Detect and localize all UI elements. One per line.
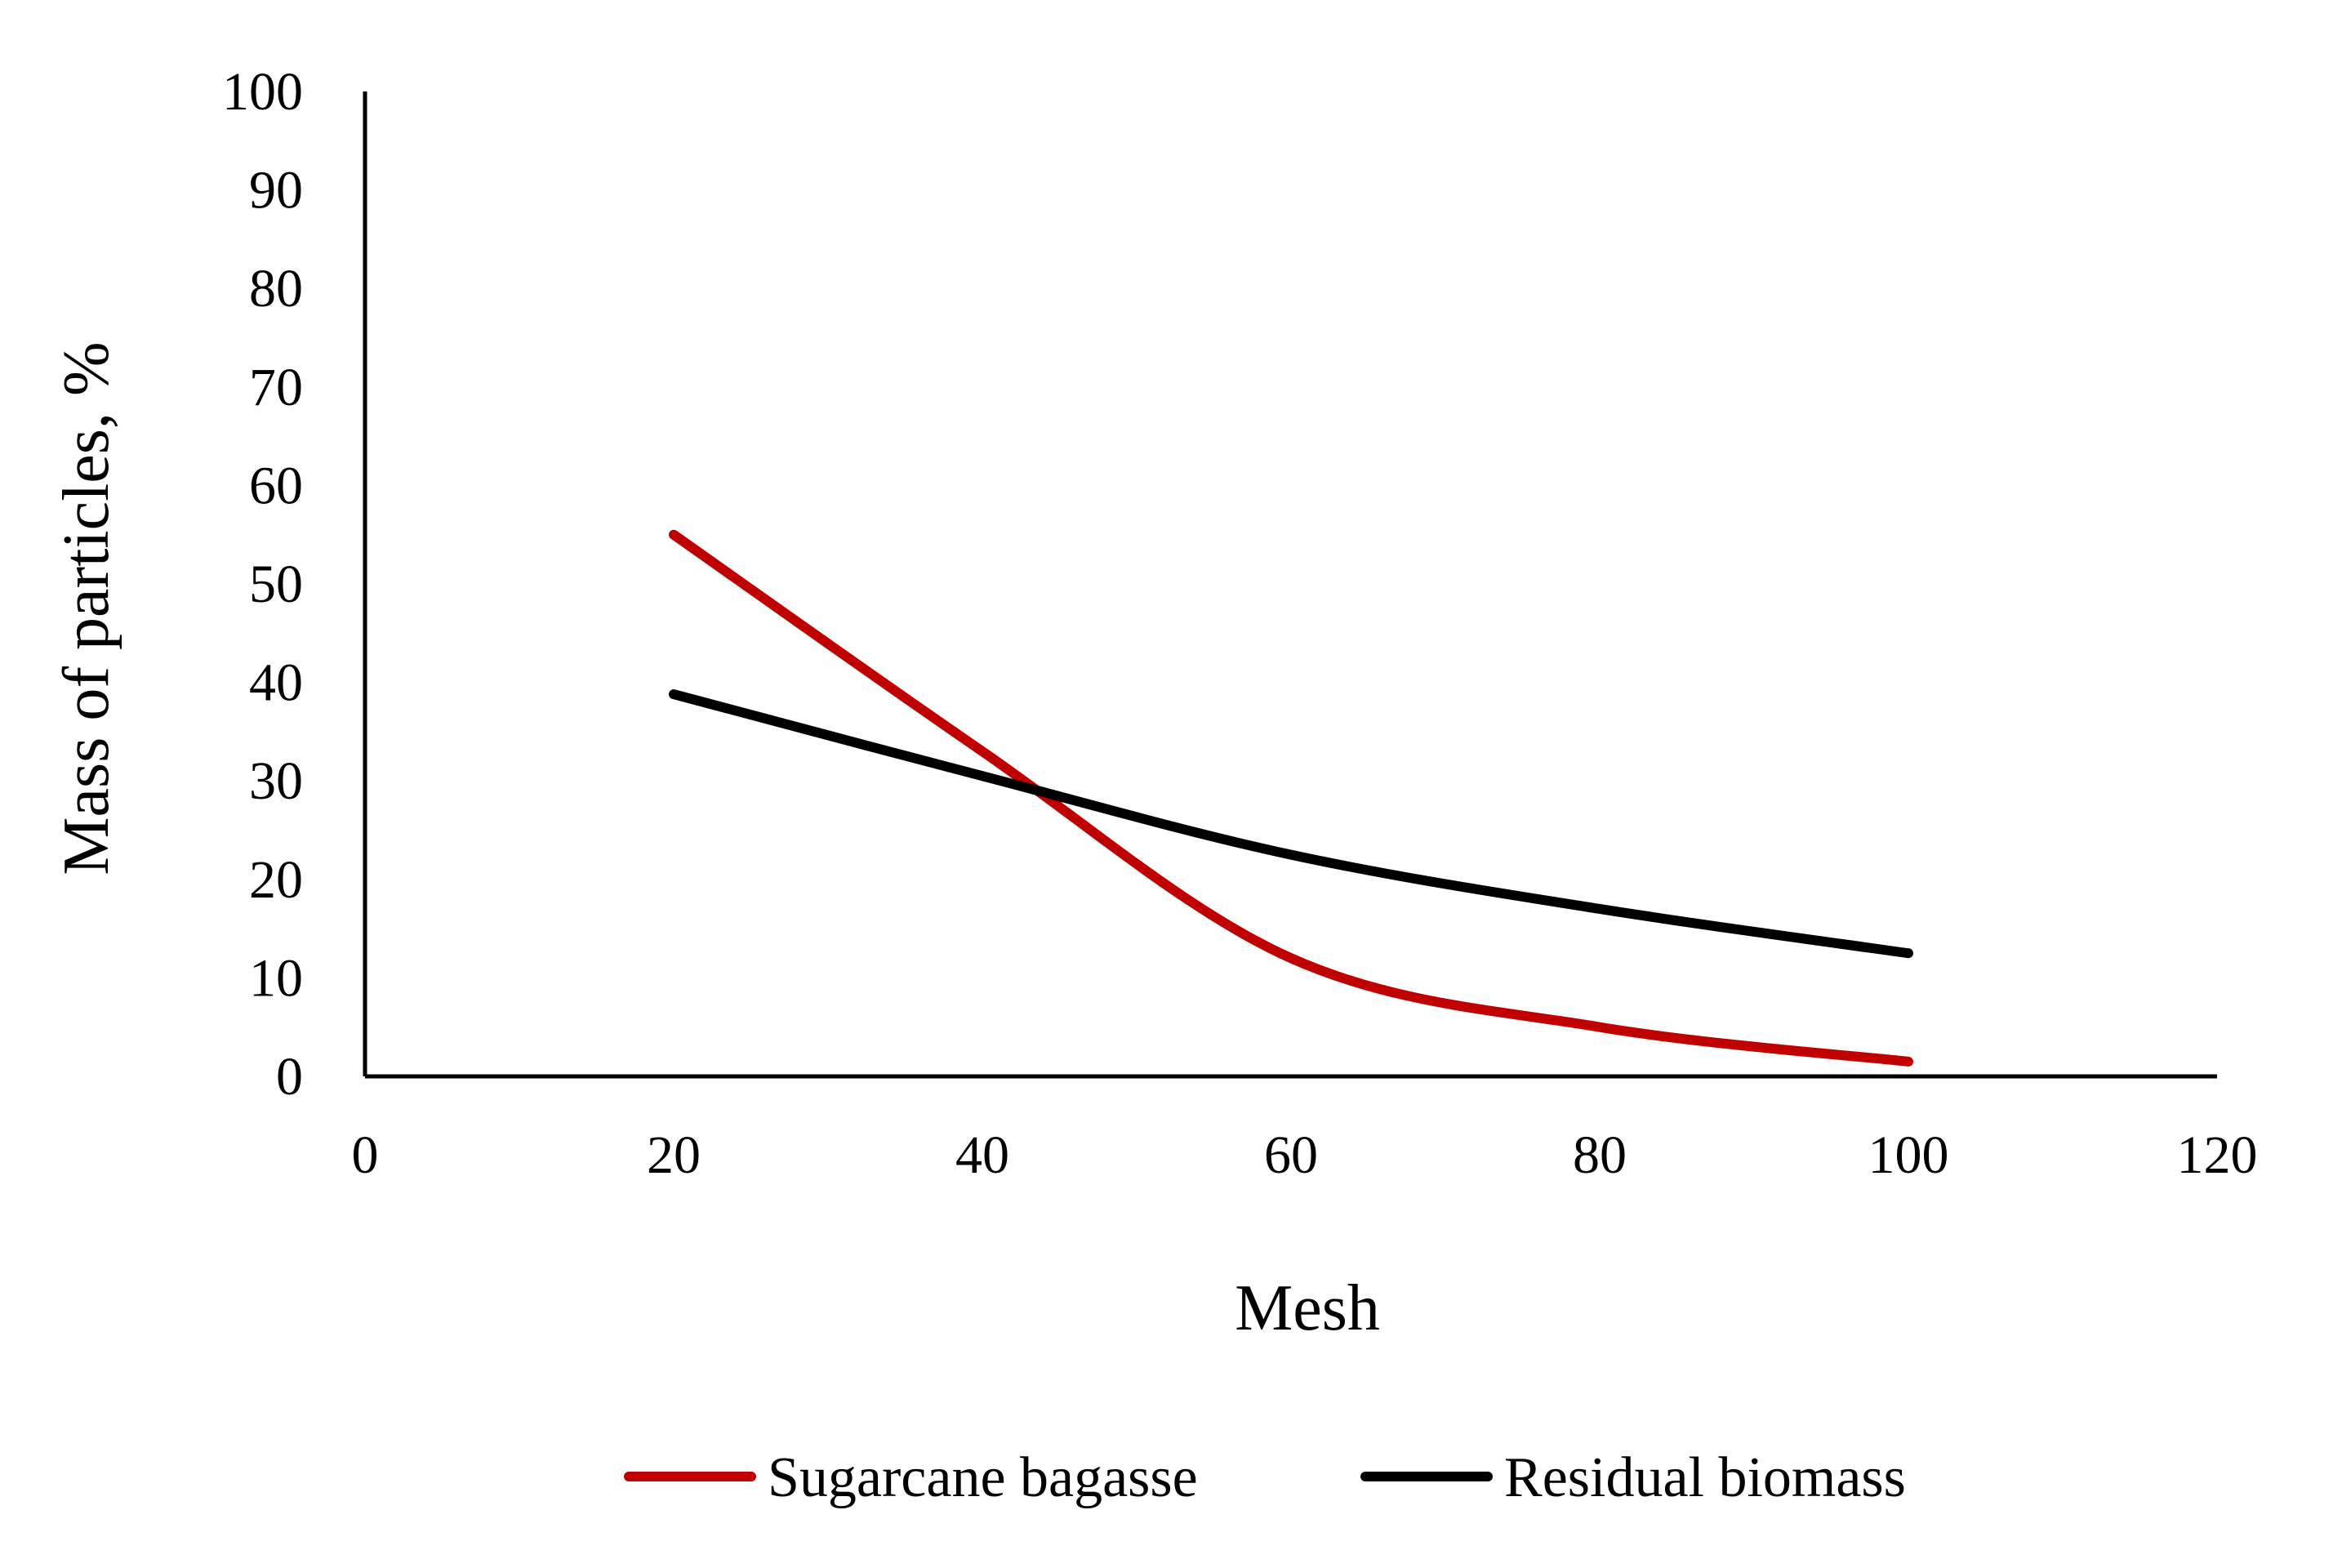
y-tick-labels: 0 10 20 30 40 50 60 70 80 90 100: [222, 62, 303, 1107]
series-lines: [669, 529, 1913, 1067]
series-line-residual-biomass: [669, 689, 1913, 959]
y-axis-title: Mass of particles, %: [51, 341, 122, 875]
y-tick-label: 30: [249, 751, 303, 811]
y-tick-label: 10: [249, 948, 303, 1008]
y-tick-label: 40: [249, 653, 303, 713]
x-tick-label: 40: [955, 1125, 1009, 1185]
y-tick-label: 50: [249, 555, 303, 614]
y-tick-label: 90: [249, 161, 303, 220]
legend: Sugarcane bagasse Residual biomass: [624, 1446, 1906, 1509]
x-axis-title: Mesh: [1235, 1272, 1380, 1344]
legend-label: Residual biomass: [1504, 1446, 1906, 1509]
y-tick-label: 60: [249, 456, 303, 515]
legend-label: Sugarcane bagasse: [768, 1446, 1198, 1509]
y-tick-label: 0: [276, 1047, 303, 1107]
x-tick-label: 100: [1868, 1125, 1949, 1185]
series-line-sugarcane-bagasse: [669, 529, 1913, 1067]
x-tick-label: 120: [2177, 1125, 2258, 1185]
y-tick-label: 70: [249, 358, 303, 417]
y-tick-label: 80: [249, 259, 303, 318]
y-tick-label: 100: [222, 62, 303, 122]
x-tick-label: 20: [647, 1125, 701, 1185]
x-tick-label: 60: [1264, 1125, 1318, 1185]
x-tick-label: 80: [1573, 1125, 1627, 1185]
y-tick-label: 20: [249, 850, 303, 910]
x-tick-labels: 0 20 40 60 80 100 120: [352, 1125, 2258, 1185]
x-tick-label: 0: [352, 1125, 379, 1185]
